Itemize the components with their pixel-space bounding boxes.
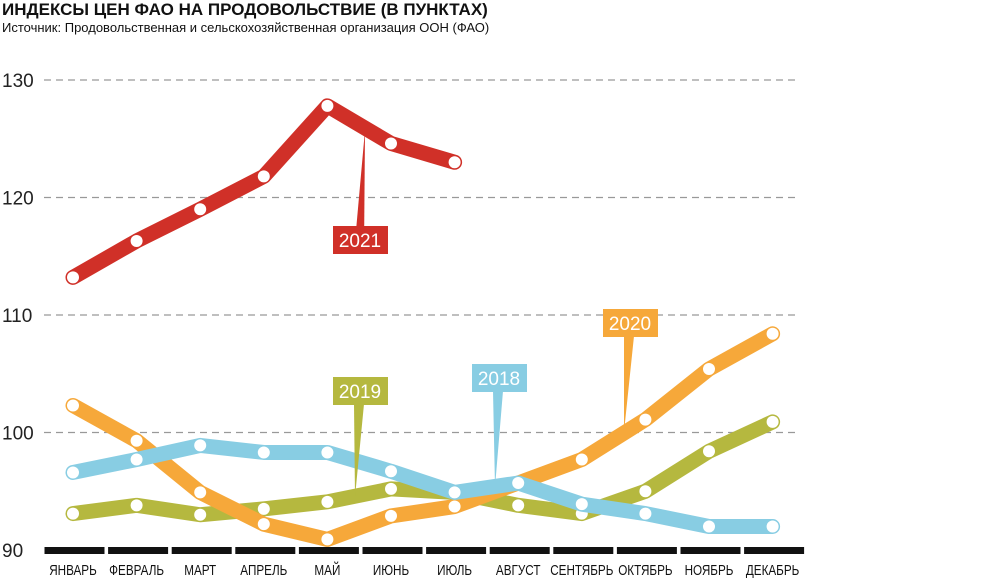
data-point	[385, 482, 397, 495]
series-2019	[65, 414, 781, 523]
chart-title: ИНДЕКСЫ ЦЕН ФАО НА ПРОДОВОЛЬСТВИЕ (В ПУН…	[2, 0, 488, 19]
data-point	[67, 399, 79, 412]
label-box	[472, 364, 527, 392]
x-axis-segment	[426, 547, 487, 554]
x-axis-segment	[616, 547, 677, 554]
x-tick-label: ФЕВРАЛЬ	[109, 562, 164, 579]
label-pointer	[354, 404, 364, 497]
data-point	[194, 508, 207, 521]
y-tick-label: 110	[2, 306, 32, 327]
label-box	[333, 226, 388, 254]
series-line-2019	[65, 414, 781, 523]
data-point	[67, 507, 79, 520]
series-2018	[65, 437, 781, 534]
data-point	[257, 446, 270, 459]
x-tick-label: ЯНВАРЬ	[49, 562, 97, 579]
data-point	[130, 234, 143, 247]
y-tick-label: 130	[2, 71, 34, 92]
series-line-2020	[65, 326, 781, 547]
data-point	[448, 156, 461, 169]
series-line-2021	[65, 98, 463, 285]
x-tick-label: АПРЕЛЬ	[240, 562, 287, 579]
data-point	[257, 502, 270, 515]
x-tick-label: МАРТ	[184, 562, 216, 579]
y-tick-label: 100	[2, 424, 34, 445]
data-point	[575, 453, 588, 466]
data-point	[512, 477, 525, 490]
series-label-2018: 2018	[472, 364, 527, 487]
x-axis-segment	[553, 547, 614, 554]
data-point	[639, 413, 652, 426]
data-point	[385, 137, 397, 150]
x-axis-segment	[744, 547, 805, 554]
label-pointer	[493, 391, 503, 487]
series-label-text: 2020	[609, 314, 651, 335]
label-box	[333, 377, 388, 405]
data-point	[67, 466, 79, 479]
x-tick-label: АВГУСТ	[496, 562, 541, 579]
data-point	[194, 486, 207, 499]
label-box	[603, 309, 658, 337]
data-point	[385, 465, 397, 478]
chart-subtitle: Источник: Продовольственная и сельскохоз…	[2, 20, 490, 35]
data-point	[67, 271, 79, 284]
x-axis-segment	[362, 547, 423, 554]
series-label-text: 2021	[339, 231, 381, 252]
data-point	[385, 509, 397, 522]
series-label-2020: 2020	[603, 309, 658, 432]
data-point	[257, 518, 270, 531]
data-point	[448, 500, 461, 513]
y-tick-label: 120	[2, 189, 34, 210]
x-tick-label: ДЕКАБРЬ	[746, 562, 800, 579]
x-tick-label: СЕНТЯБРЬ	[550, 562, 613, 579]
data-point	[130, 453, 143, 466]
x-tick-label: ОКТЯБРЬ	[618, 562, 673, 579]
data-point	[703, 445, 715, 458]
series-label-text: 2019	[339, 382, 381, 403]
y-tick-label: 90	[2, 541, 23, 562]
x-axis-segment	[235, 547, 296, 554]
data-point	[257, 170, 270, 183]
data-point	[130, 499, 143, 512]
data-point	[703, 520, 715, 533]
data-point	[321, 99, 334, 112]
data-point	[321, 495, 334, 508]
data-point	[448, 486, 461, 499]
data-point	[639, 507, 652, 520]
data-point	[130, 434, 143, 447]
series-label-2019: 2019	[333, 377, 388, 497]
label-pointer	[624, 336, 634, 432]
x-tick-label: НОЯБРЬ	[685, 562, 734, 579]
x-axis-segment	[489, 547, 550, 554]
data-point	[575, 498, 588, 511]
data-point	[703, 363, 715, 376]
data-point	[321, 446, 334, 459]
series-2021	[65, 98, 463, 285]
data-point	[639, 485, 652, 498]
label-pointer	[354, 130, 365, 253]
data-point	[194, 203, 207, 216]
x-axis-segment	[108, 547, 169, 554]
series-line-2018	[65, 437, 781, 534]
data-point	[766, 327, 779, 340]
x-axis-segment	[44, 547, 105, 554]
x-tick-label: ИЮЛЬ	[437, 562, 472, 579]
data-point	[766, 520, 779, 533]
series-label-text: 2018	[478, 369, 520, 390]
data-point	[194, 439, 207, 452]
data-point	[321, 533, 334, 546]
x-tick-label: ИЮНЬ	[373, 562, 409, 579]
data-point	[766, 415, 779, 428]
series-label-2021: 2021	[333, 130, 388, 254]
x-axis-segment	[680, 547, 741, 554]
x-axis-segment	[171, 547, 232, 554]
series-2020	[65, 326, 781, 547]
data-point	[512, 499, 525, 512]
x-tick-label: МАЙ	[314, 562, 340, 579]
x-axis-segment	[298, 547, 359, 554]
